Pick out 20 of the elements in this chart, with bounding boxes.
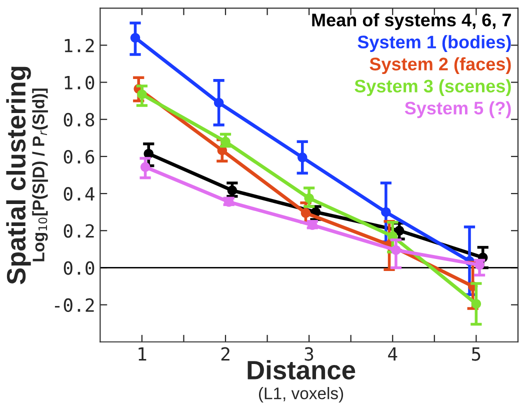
text: System 1 (bodies)	[358, 35, 511, 52]
x-tick-label: 4	[388, 347, 398, 361]
x-tick-label: 1	[138, 347, 146, 361]
y-tick-label: 0.0	[64, 261, 94, 275]
y-tick-label: 0.8	[64, 112, 94, 127]
y-tick-label: 0.2	[64, 224, 94, 238]
y-tick-label: 1.0	[64, 76, 94, 90]
text: Mean of systems 4, 6, 7	[312, 13, 511, 30]
text: System 5 (?)	[404, 101, 511, 118]
y-tick-label: 1.2	[64, 38, 94, 52]
y-tick-label: -0.2	[54, 298, 94, 312]
x-tick-label: 5	[472, 347, 480, 361]
y-tick-label: 0.6	[64, 150, 94, 164]
x-axis-title: Distance (L1, voxels)	[248, 360, 356, 403]
y-tick-label: 0.4	[64, 187, 94, 201]
x-tick-label: 2	[221, 347, 230, 361]
text: System 2 (faces)	[370, 57, 511, 74]
y-axis-title: Spatial clustering Log$_{10}$[P(S|D) / P$_{r}$(S|d)]	[6, 66, 48, 284]
text: System 3 (scenes)	[354, 79, 511, 96]
x-tick-label: 3	[304, 347, 314, 361]
